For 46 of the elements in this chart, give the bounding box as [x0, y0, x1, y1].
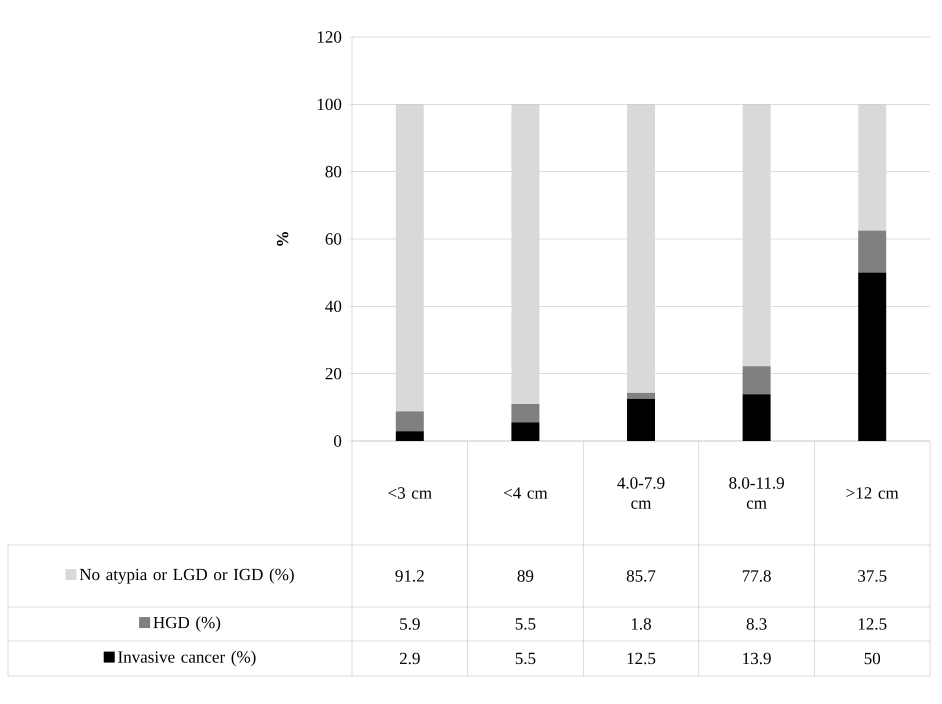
x-tick-label: >12 cm [846, 487, 898, 499]
data-label: 8.3 [746, 618, 767, 630]
data-label: 50 [864, 652, 880, 664]
x-tick-label: 4.0-7.9 cm [617, 477, 664, 509]
x-tick-label: <4 cm [504, 487, 548, 499]
bar [742, 366, 771, 394]
data-label: 5.5 [516, 652, 536, 664]
data-label: 5.9 [400, 618, 420, 630]
data-label: 37.5 [858, 570, 886, 582]
y-axis-title: % [276, 232, 288, 246]
bar [627, 392, 656, 399]
y-tick-label: 20 [326, 368, 342, 380]
bar [511, 422, 540, 441]
bar [396, 104, 424, 412]
bar [511, 104, 540, 404]
y-tick-label: 80 [326, 166, 342, 178]
data-label: 89 [518, 570, 534, 582]
data-label: 91.2 [395, 570, 424, 582]
bar [742, 394, 771, 441]
data-label: 2.9 [400, 652, 420, 664]
bar [858, 104, 886, 231]
x-tick-label: <3 cm [388, 487, 432, 499]
x-tick-label: 8.0-11.9 cm [729, 477, 784, 509]
bar [511, 404, 540, 422]
bar [627, 104, 656, 393]
bar [858, 230, 886, 273]
data-label: 12.5 [858, 618, 886, 630]
bar [396, 431, 424, 441]
bar [742, 104, 771, 366]
y-tick-label: 0 [334, 435, 342, 447]
legend-label: HGD (%) [153, 616, 220, 632]
bar [858, 272, 886, 441]
y-tick-label: 40 [325, 300, 342, 312]
data-label: 5.5 [516, 618, 536, 630]
data-label: 77.8 [742, 570, 771, 582]
y-tick-label: 60 [326, 233, 342, 245]
bar [627, 398, 656, 441]
data-label: 1.8 [632, 618, 651, 630]
bar [396, 411, 424, 432]
legend-label: Invasive cancer (%) [118, 650, 256, 666]
data-label: 85.7 [626, 570, 656, 582]
legend-label: No atypia or LGD or IGD (%) [80, 568, 294, 584]
y-tick-label: 120 [318, 31, 342, 43]
data-label: 13.9 [743, 652, 771, 664]
data-label: 12.5 [628, 652, 656, 664]
y-tick-label: 100 [318, 98, 342, 110]
